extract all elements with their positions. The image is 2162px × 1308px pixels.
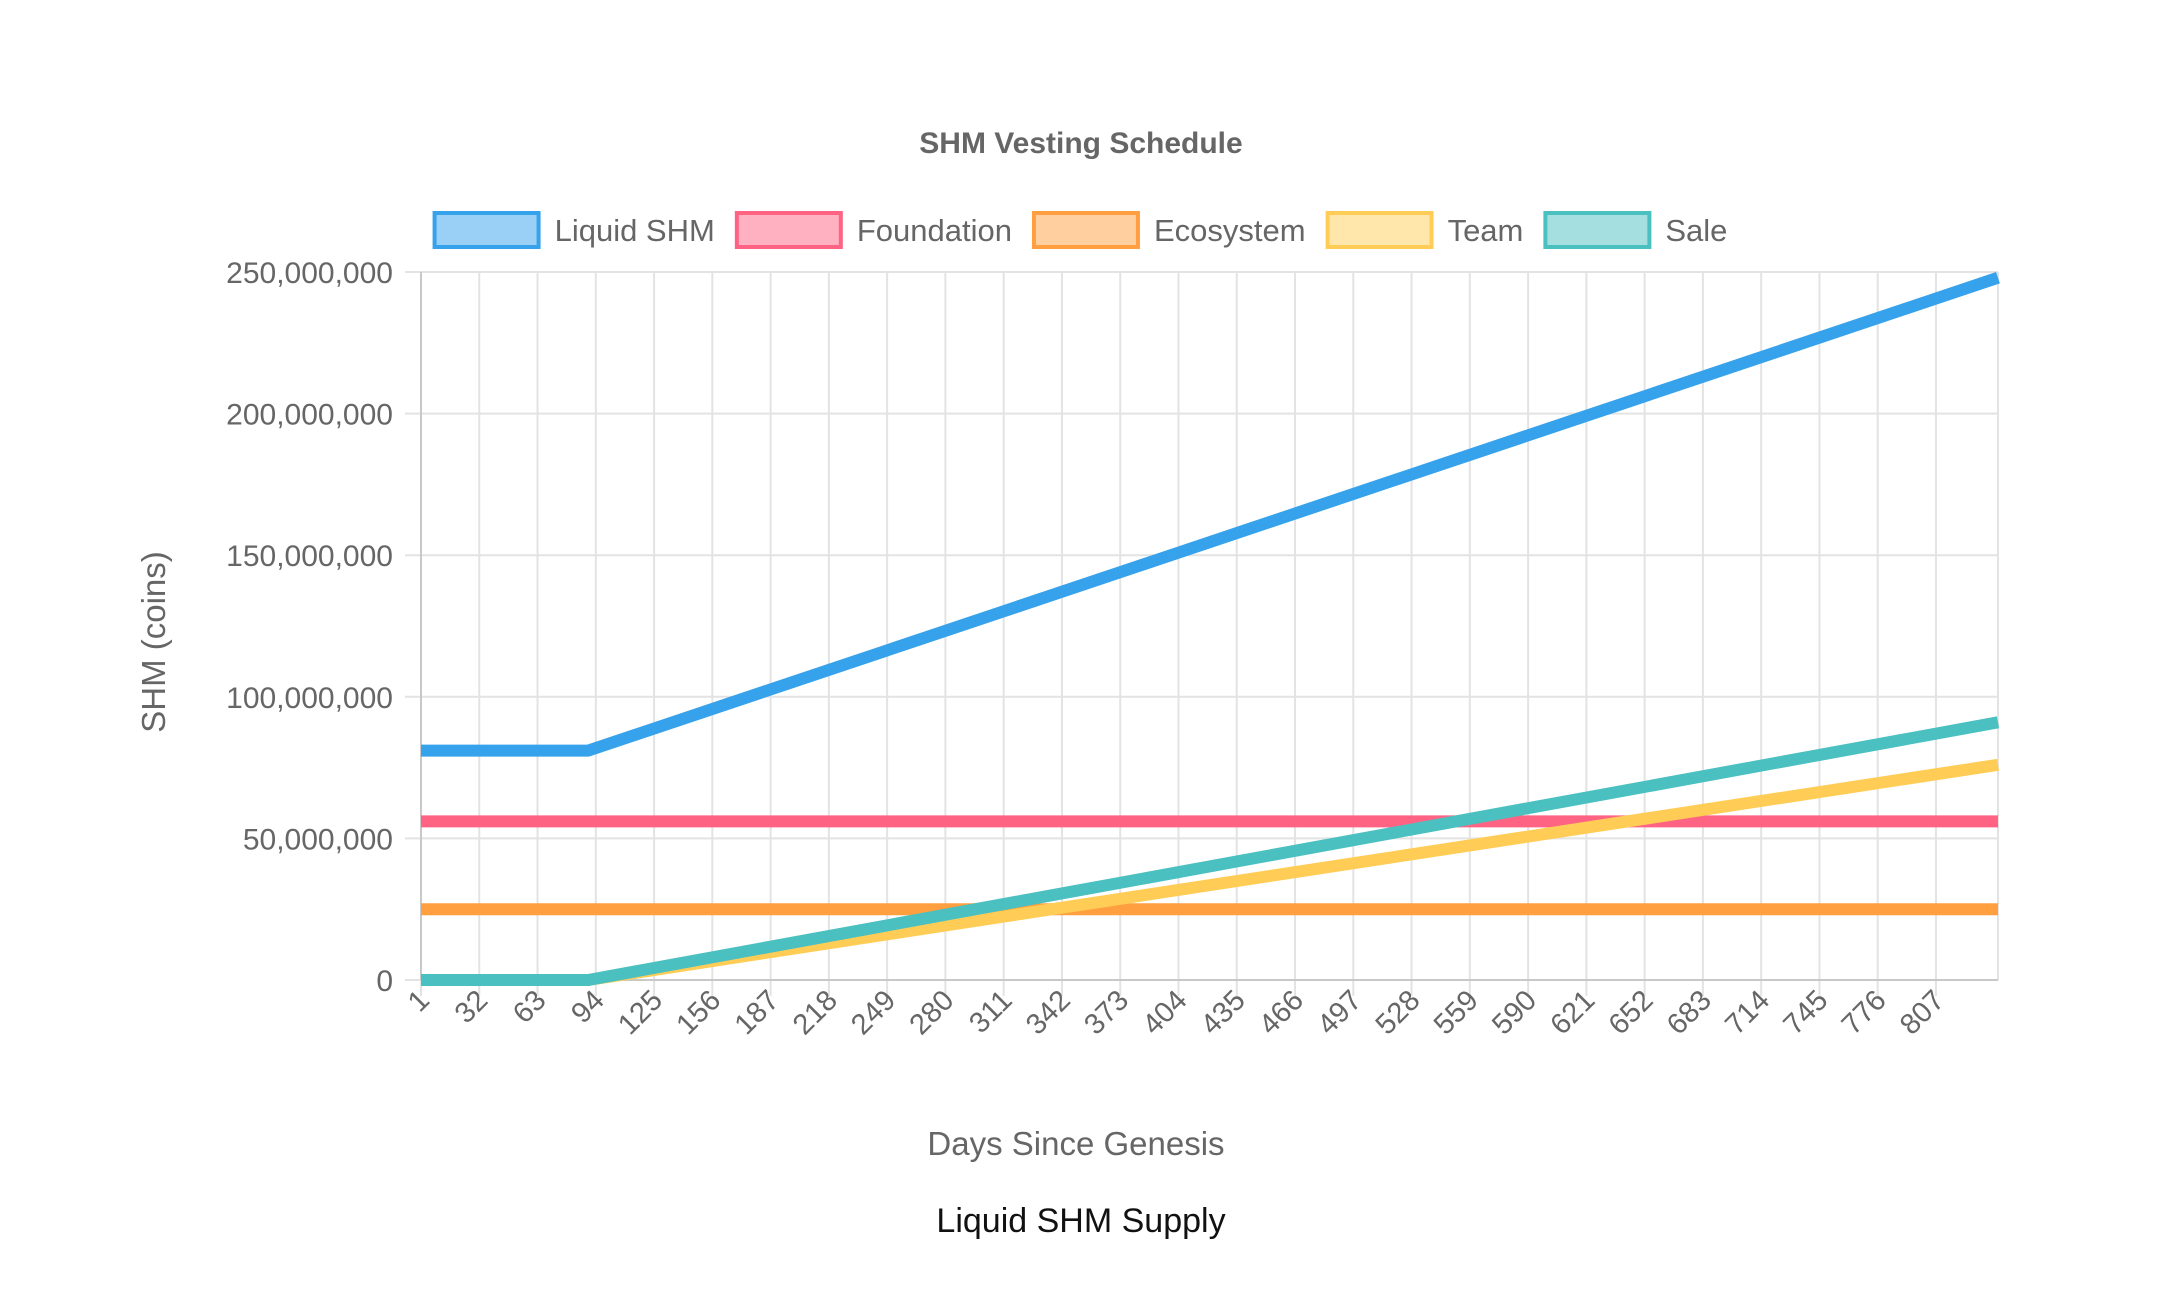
x-tick-label: 156 <box>670 984 727 1041</box>
x-tick-label: 807 <box>1894 984 1951 1041</box>
series-line-liquid-shm <box>421 272 2000 757</box>
y-tick-label: 250,000,000 <box>226 257 393 290</box>
figure-caption: Liquid SHM Supply <box>936 1202 1226 1240</box>
legend-item-ecosystem[interactable]: Ecosystem <box>1031 211 1306 249</box>
x-tick-label: 1 <box>402 984 436 1018</box>
y-tick-label: 50,000,000 <box>243 823 393 856</box>
x-tick-label: 218 <box>787 984 844 1041</box>
x-tick-label: 63 <box>507 984 552 1029</box>
chart-title: SHM Vesting Schedule <box>919 127 1242 160</box>
x-tick-label: 528 <box>1370 984 1427 1041</box>
legend-item-foundation[interactable]: Foundation <box>734 211 1012 249</box>
grid <box>405 271 1999 996</box>
series-lines <box>421 272 2000 986</box>
x-axis-label: Days Since Genesis <box>927 1125 1224 1162</box>
legend-swatch <box>1325 211 1434 249</box>
x-tick-label: 776 <box>1836 984 1893 1041</box>
legend-swatch <box>734 211 843 249</box>
legend-swatch <box>1031 211 1140 249</box>
x-tick-label: 652 <box>1603 984 1660 1041</box>
legend-swatch <box>432 211 541 249</box>
legend-item-liquid-shm[interactable]: Liquid SHM <box>432 211 715 249</box>
x-tick-label: 125 <box>612 984 669 1041</box>
x-tick-label: 32 <box>449 984 494 1029</box>
y-tick-label: 150,000,000 <box>226 540 393 573</box>
x-tick-label: 435 <box>1195 984 1252 1041</box>
x-tick-label: 590 <box>1486 984 1543 1041</box>
y-tick-label: 200,000,000 <box>226 399 393 432</box>
legend-label: Ecosystem <box>1154 213 1306 248</box>
x-tick-label: 94 <box>565 984 610 1029</box>
series-line-sale <box>421 716 2000 986</box>
x-tick-label: 497 <box>1311 984 1368 1041</box>
x-tick-label: 714 <box>1719 984 1776 1041</box>
legend-label: Foundation <box>857 213 1012 248</box>
legend-item-sale[interactable]: Sale <box>1543 211 1727 249</box>
x-tick-label: 404 <box>1137 984 1194 1041</box>
x-tick-label: 559 <box>1428 984 1485 1041</box>
y-tick-label: 100,000,000 <box>226 682 393 715</box>
legend-label: Liquid SHM <box>555 213 715 248</box>
x-tick-label: 280 <box>904 984 961 1041</box>
x-tick-label: 249 <box>845 984 902 1041</box>
x-tick-label: 342 <box>1020 984 1077 1041</box>
legend-label: Team <box>1448 213 1524 248</box>
x-tick-label: 187 <box>729 984 786 1041</box>
x-tick-label: 621 <box>1544 984 1601 1041</box>
legend: Liquid SHM Foundation Ecosystem Team Sale <box>432 211 1727 249</box>
y-axis-label: SHM (coins) <box>135 551 172 733</box>
x-axis-ticks: 1 32 63 94 125 156 187 218 249 280 311 342 373 404 435… <box>402 984 1951 1041</box>
x-tick-label: 311 <box>963 984 1018 1039</box>
y-axis-ticks: 0 50,000,000 100,000,000 150,000,000 200,000… <box>226 257 393 998</box>
y-tick-label: 0 <box>376 965 393 998</box>
x-tick-label: 466 <box>1253 984 1310 1041</box>
x-tick-label: 683 <box>1661 984 1718 1041</box>
x-tick-label: 745 <box>1778 984 1835 1041</box>
legend-label: Sale <box>1665 213 1727 248</box>
x-tick-label: 373 <box>1078 984 1135 1041</box>
legend-swatch <box>1543 211 1652 249</box>
legend-item-team[interactable]: Team <box>1325 211 1524 249</box>
